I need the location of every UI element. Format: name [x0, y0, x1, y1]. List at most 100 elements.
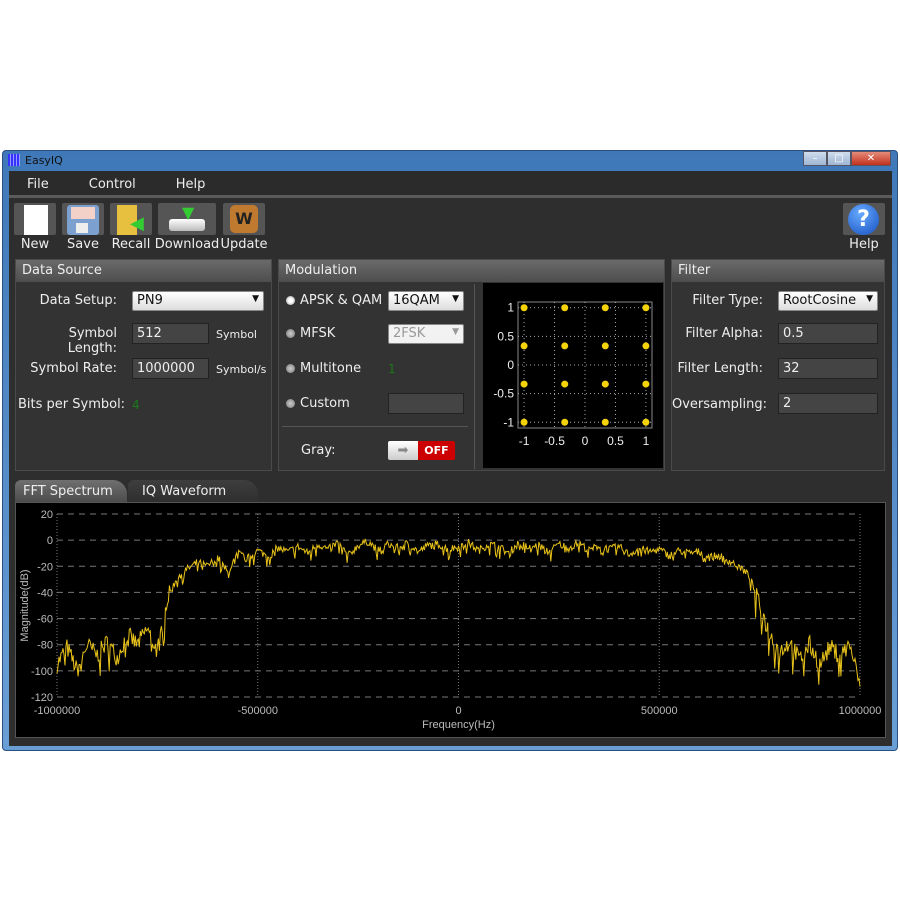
constellation-point	[520, 304, 528, 312]
mfsk-select[interactable]: 2FSK ▼	[388, 324, 464, 344]
data-setup-select[interactable]: PN9 ▼	[132, 291, 264, 311]
filter-type-label: Filter Type:	[692, 293, 763, 308]
chart-background	[483, 283, 663, 468]
y-tick-label: 0	[47, 535, 53, 547]
download-label: Download	[154, 237, 220, 252]
download-drive-icon: ▼	[158, 203, 216, 235]
x-tick-label: 500000	[641, 705, 678, 717]
x-axis-label: Frequency(Hz)	[422, 719, 495, 731]
y-tick-label: -1	[503, 415, 514, 429]
constellation-point	[561, 304, 569, 312]
y-tick-label: -100	[31, 666, 53, 678]
save-floppy-icon	[62, 203, 104, 235]
x-tick-label: 0	[455, 705, 461, 717]
close-button[interactable]: ✕	[851, 151, 891, 166]
spectrum-line	[56, 538, 861, 687]
multitone-radio[interactable]	[286, 364, 295, 373]
new-button[interactable]: New	[14, 203, 56, 253]
constellation-chart: -1 1 -0.5 0.5 0 0 0.5 -0.5 1 -1	[483, 283, 663, 468]
constellation-point	[520, 342, 528, 350]
gray-toggle[interactable]: ➡ OFF	[388, 441, 455, 460]
y-tick-label: 20	[41, 509, 53, 521]
filter-length-input[interactable]: 32	[778, 358, 878, 379]
download-button[interactable]: ▼ Download	[155, 203, 219, 253]
y-tick-label: -80	[37, 640, 53, 652]
constellation-point	[561, 380, 569, 388]
maximize-button[interactable]: □	[827, 151, 851, 166]
apsk-qam-value: 16QAM	[393, 293, 440, 308]
custom-radio[interactable]	[286, 399, 295, 408]
tab-iq-waveform[interactable]: IQ Waveform	[128, 480, 258, 503]
update-button[interactable]: W Update	[220, 203, 268, 253]
y-tick-label: 0.5	[497, 329, 514, 343]
panel-title: Modulation	[279, 260, 664, 282]
dropdown-arrow-icon: ▼	[452, 327, 459, 337]
apsk-qam-label: APSK & QAM	[300, 293, 383, 308]
save-button[interactable]: Save	[62, 203, 104, 253]
mfsk-value: 2FSK	[393, 326, 426, 341]
oversampling-input[interactable]: 2	[778, 393, 878, 414]
y-tick-label: -120	[31, 692, 53, 704]
x-tick-label: 0.5	[607, 434, 624, 448]
constellation-point	[601, 418, 609, 426]
title-bar: EasyIQ – □ ✕	[3, 151, 897, 171]
constellation-point	[642, 304, 650, 312]
dropdown-arrow-icon: ▼	[452, 294, 459, 304]
tab-fft-spectrum[interactable]: FFT Spectrum	[15, 480, 127, 503]
app-icon	[8, 154, 20, 166]
help-label: Help	[849, 237, 879, 252]
fft-spectrum-chart: 20 0 -20 -40 -60 -80 -100 -120-1000000 -500000 0 5…	[19, 509, 881, 731]
constellation-point	[520, 380, 528, 388]
menu-control[interactable]: Control	[88, 177, 136, 192]
menu-help[interactable]: Help	[175, 177, 206, 192]
mfsk-radio[interactable]	[286, 329, 295, 338]
filter-type-value: RootCosine	[783, 293, 857, 308]
apsk-qam-select[interactable]: 16QAM ▼	[388, 291, 464, 311]
x-tick-label: -1000000	[34, 705, 81, 717]
minimize-button[interactable]: –	[803, 151, 827, 166]
window-title: EasyIQ	[25, 154, 63, 167]
multitone-label: Multitone	[300, 361, 362, 376]
constellation-point	[642, 342, 650, 350]
x-tick-label: -0.5	[544, 434, 565, 448]
filter-type-select[interactable]: RootCosine ▼	[778, 291, 878, 311]
dropdown-arrow-icon: ▼	[866, 294, 873, 304]
save-label: Save	[67, 237, 99, 252]
custom-label: Custom	[300, 396, 350, 411]
symbol-rate-input[interactable]: 1000000	[132, 358, 209, 379]
x-tick-label: 0	[582, 434, 589, 448]
help-button[interactable]: ? Help	[843, 203, 885, 253]
constellation-point	[561, 418, 569, 426]
recall-button[interactable]: ◀ Recall	[110, 203, 152, 253]
symbol-length-label: Symbol Length:	[67, 326, 117, 356]
data-setup-label: Data Setup:	[39, 293, 117, 308]
apsk-qam-radio[interactable]	[286, 296, 295, 305]
data-setup-value: PN9	[137, 293, 163, 308]
divider	[474, 284, 475, 469]
x-tick-label: -1	[519, 434, 530, 448]
custom-input[interactable]	[388, 393, 464, 414]
filter-length-label: Filter Length:	[677, 361, 763, 376]
symbol-length-input[interactable]: 512	[132, 323, 209, 344]
recall-label: Recall	[111, 237, 151, 252]
constellation-point	[642, 380, 650, 388]
bits-per-symbol-value: 4	[132, 398, 140, 412]
constellation-point	[601, 304, 609, 312]
y-tick-label: -60	[37, 614, 53, 626]
new-file-icon	[14, 203, 56, 235]
y-axis-label: Magnitude(dB)	[19, 569, 31, 641]
filter-alpha-input[interactable]: 0.5	[778, 323, 878, 344]
menu-file[interactable]: File	[27, 177, 49, 192]
y-tick-label: 1	[507, 301, 514, 315]
update-icon: W	[223, 203, 265, 235]
y-tick-label: 0	[507, 358, 514, 372]
spectrum-panel	[15, 502, 886, 738]
divider	[282, 426, 468, 427]
y-tick-label: -20	[37, 561, 53, 573]
gray-label: Gray:	[301, 443, 336, 458]
arrow-right-icon: ➡	[388, 441, 418, 460]
symbol-rate-label: Symbol Rate:	[30, 361, 117, 376]
update-label: Update	[220, 237, 268, 252]
constellation-point	[520, 418, 528, 426]
symbol-length-unit: Symbol	[216, 328, 257, 341]
